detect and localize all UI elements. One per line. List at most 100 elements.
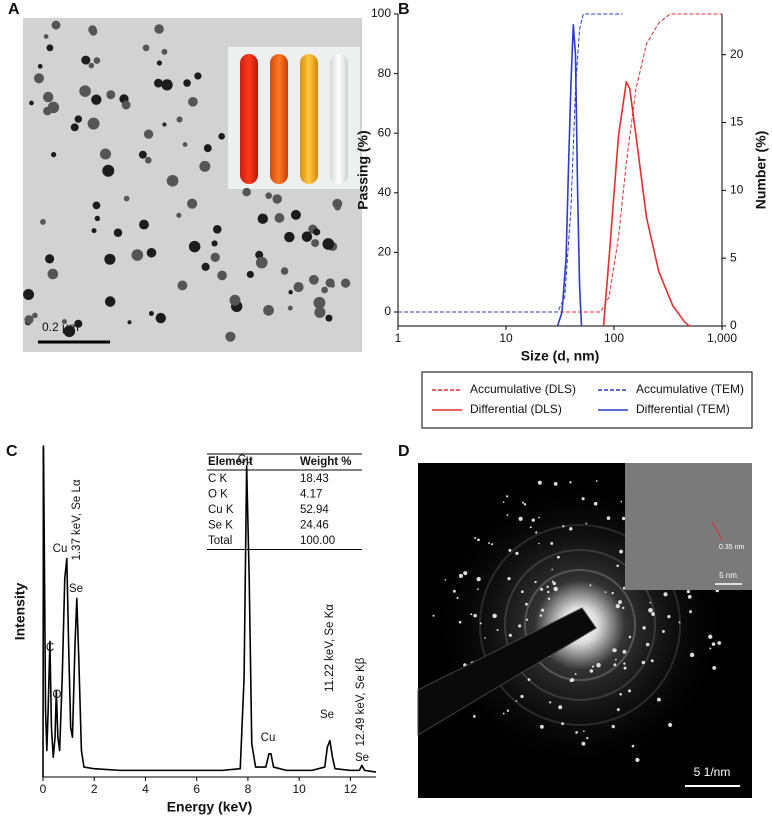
nanoparticle <box>201 262 210 271</box>
diffraction-spot <box>619 692 622 696</box>
diffraction-spot <box>631 744 635 748</box>
panel-label: C <box>6 443 18 460</box>
diffraction-spot <box>531 518 535 522</box>
legend-box <box>421 371 753 429</box>
diffraction-spot <box>525 618 529 621</box>
nanoparticle <box>284 231 295 243</box>
nanoparticle <box>177 280 188 291</box>
diffraction-spot <box>622 586 626 590</box>
diffraction-spot <box>463 571 468 576</box>
diffraction-spot <box>444 578 447 581</box>
vial <box>330 54 348 184</box>
nanoparticle <box>29 100 34 106</box>
diffraction-spot <box>595 480 598 482</box>
y2-tick-label: 20 <box>730 47 744 61</box>
diffraction-spot <box>553 482 558 486</box>
panel-label: B <box>398 1 410 18</box>
nanoparticle <box>43 34 49 39</box>
nanoparticle <box>182 142 188 147</box>
diffraction-spot <box>645 642 650 647</box>
diffraction-spot <box>589 669 594 673</box>
y2-tick-label: 5 <box>730 250 737 264</box>
diffraction-spot <box>616 564 619 568</box>
nanoparticle <box>203 144 212 153</box>
diffraction-spot <box>586 736 589 740</box>
nanoparticle <box>280 267 289 275</box>
diffraction-spot <box>615 603 620 609</box>
diffraction-spot <box>611 724 615 729</box>
nanoparticle <box>87 117 100 130</box>
diffraction-spot <box>712 665 717 670</box>
nanoparticle <box>63 325 76 338</box>
series-line <box>556 24 583 327</box>
nanoparticle <box>313 296 326 309</box>
nanoparticle <box>257 213 269 224</box>
diffraction-spot <box>508 633 512 637</box>
diffraction-spot <box>628 689 632 693</box>
nanoparticle <box>229 294 241 306</box>
diffraction-spot <box>651 612 655 616</box>
diffraction-spot <box>546 585 549 589</box>
legend-label: Differential (TEM) <box>636 402 730 416</box>
nanoparticle <box>144 156 152 164</box>
table-cell: O K <box>208 489 228 501</box>
diffraction-spot <box>661 630 665 633</box>
nanoparticle <box>308 274 319 285</box>
diffraction-spot <box>534 580 537 584</box>
nanoparticle <box>211 240 218 247</box>
nanoparticle <box>154 24 164 34</box>
peak-annotation: 1.37 keV, Se Lα <box>71 479 83 560</box>
diffraction-spot <box>581 741 586 746</box>
diffraction-spot <box>614 658 617 661</box>
series-line <box>42 445 377 778</box>
x-axis-title: Energy (keV) <box>167 799 253 815</box>
table-cell: Total <box>208 535 232 547</box>
nanoparticle <box>99 148 112 160</box>
nanoparticle <box>188 240 201 253</box>
diffraction-spot <box>604 591 607 594</box>
nanoparticle <box>213 224 222 234</box>
scale-bar-label: 5 1/nm <box>694 765 731 779</box>
diffraction-spot <box>611 591 614 595</box>
series-line <box>398 13 722 313</box>
diffraction-spot <box>506 495 509 498</box>
diffraction-spot <box>589 584 592 587</box>
peak-annotation: Cu <box>238 454 253 466</box>
nanoparticle <box>194 72 202 80</box>
diffraction-spot <box>508 548 512 552</box>
diffraction-spot <box>628 635 632 639</box>
diffraction-spot <box>585 522 588 525</box>
beam-stopper <box>417 607 597 736</box>
nanoparticle <box>138 150 147 159</box>
diffraction-spot <box>474 537 477 540</box>
diffraction-spot <box>496 628 499 632</box>
diffraction-spot <box>492 613 497 619</box>
nanoparticle <box>139 219 149 230</box>
peak-annotation: Cu <box>261 732 276 744</box>
diffraction-spot <box>561 722 565 726</box>
vial <box>270 54 288 184</box>
y-tick-label: 20 <box>378 245 392 259</box>
diffraction-spot <box>470 613 473 616</box>
peak-annotation: O <box>53 689 62 701</box>
table-cell: 4.17 <box>300 489 322 501</box>
diffraction-ring <box>504 549 656 701</box>
diffraction-spot <box>506 514 509 516</box>
nanoparticle <box>104 253 116 265</box>
nanoparticle <box>47 101 60 114</box>
table-cell: Se K <box>208 520 233 532</box>
nanoparticle <box>93 57 101 64</box>
diffraction-spot <box>525 602 528 606</box>
y2-tick-label: 10 <box>730 183 744 197</box>
diffraction-spot <box>569 527 573 531</box>
diffraction-spot <box>582 730 585 733</box>
nanoparticle <box>113 228 123 237</box>
diffraction-spot <box>616 708 620 712</box>
peak-annotation: Se <box>320 709 334 721</box>
nanoparticle <box>287 305 293 311</box>
nanoparticle <box>313 228 321 236</box>
nanoparticle <box>123 195 130 202</box>
nanoparticle <box>91 94 102 105</box>
nanoparticle <box>143 129 154 139</box>
